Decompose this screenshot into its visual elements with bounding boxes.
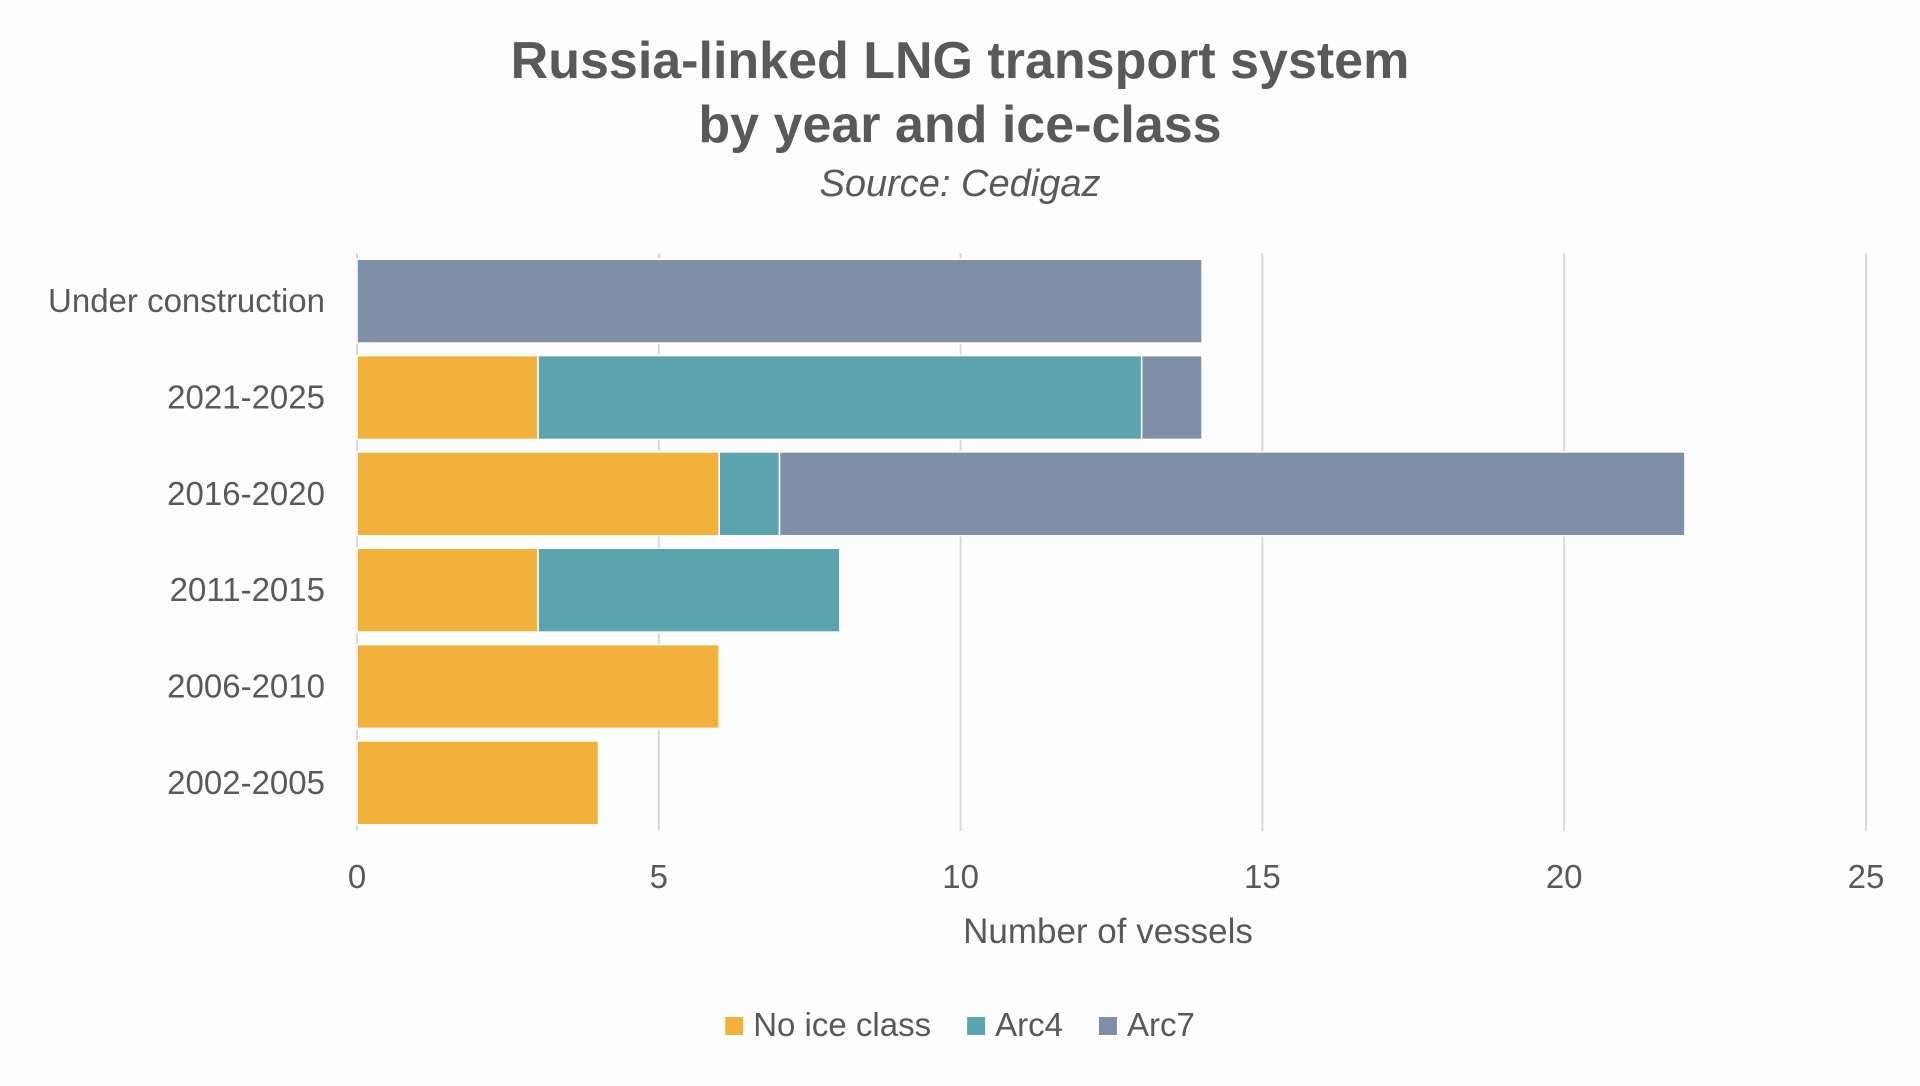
bar-2021-2025-no-ice-class <box>356 354 539 441</box>
x-tick-labels: 0 5 10 15 20 25 <box>348 858 1885 895</box>
legend-swatch-arc7 <box>1098 1017 1117 1035</box>
chart-subtitle: Source: Cedigaz <box>820 163 1101 205</box>
legend-item-arc7: Arc7 <box>1098 1006 1195 1043</box>
category-label-2021-2025: 2021-2025 <box>167 379 325 416</box>
chart-title-line-2: by year and ice-class <box>698 96 1221 154</box>
legend-swatch-no-ice-class <box>725 1017 744 1035</box>
legend-label-arc4: Arc4 <box>995 1006 1063 1043</box>
x-tick-label-0: 0 <box>348 858 366 895</box>
bar-2011-2015-no-ice-class <box>356 547 539 633</box>
legend: No ice class Arc4 Arc7 <box>725 1006 1195 1043</box>
x-tick-label-5: 5 <box>650 858 668 895</box>
bar-2016-2020-arc7 <box>778 451 1686 537</box>
category-labels: Under construction 2021-2025 2016-2020 2011… <box>48 282 325 801</box>
bar-2011-2015-arc4 <box>537 547 841 633</box>
category-label-2011-2015: 2011-2015 <box>170 571 325 608</box>
chart-title-line-1: Russia-linked LNG transport system <box>511 32 1410 90</box>
bar-2021-2025-arc4 <box>537 354 1143 441</box>
legend-swatch-arc4 <box>967 1017 986 1035</box>
category-label-2016-2020: 2016-2020 <box>167 475 325 512</box>
bar-under-construction-arc7 <box>356 258 1203 344</box>
legend-item-no-ice-class: No ice class <box>725 1006 931 1043</box>
category-label-under-construction: Under construction <box>48 282 325 319</box>
x-tick-label-15: 15 <box>1244 858 1281 895</box>
bar-2016-2020-arc4 <box>718 451 781 537</box>
category-label-2002-2005: 2002-2005 <box>167 764 325 801</box>
legend-item-arc4: Arc4 <box>967 1006 1063 1043</box>
legend-label-arc7: Arc7 <box>1127 1006 1195 1043</box>
x-axis-label: Number of vessels <box>963 912 1253 951</box>
bar-2021-2025-arc7 <box>1140 354 1203 441</box>
x-tick-label-20: 20 <box>1546 858 1583 895</box>
legend-label-no-ice-class: No ice class <box>753 1006 931 1043</box>
bars <box>356 258 1686 826</box>
bar-2006-2010-no-ice-class <box>356 643 720 730</box>
bar-2002-2005-no-ice-class <box>356 740 600 826</box>
category-label-2006-2010: 2006-2010 <box>167 668 325 705</box>
gridlines <box>356 253 1867 831</box>
x-tick-label-10: 10 <box>942 858 979 895</box>
x-tick-label-25: 25 <box>1848 858 1885 895</box>
bar-2016-2020-no-ice-class <box>356 451 720 537</box>
